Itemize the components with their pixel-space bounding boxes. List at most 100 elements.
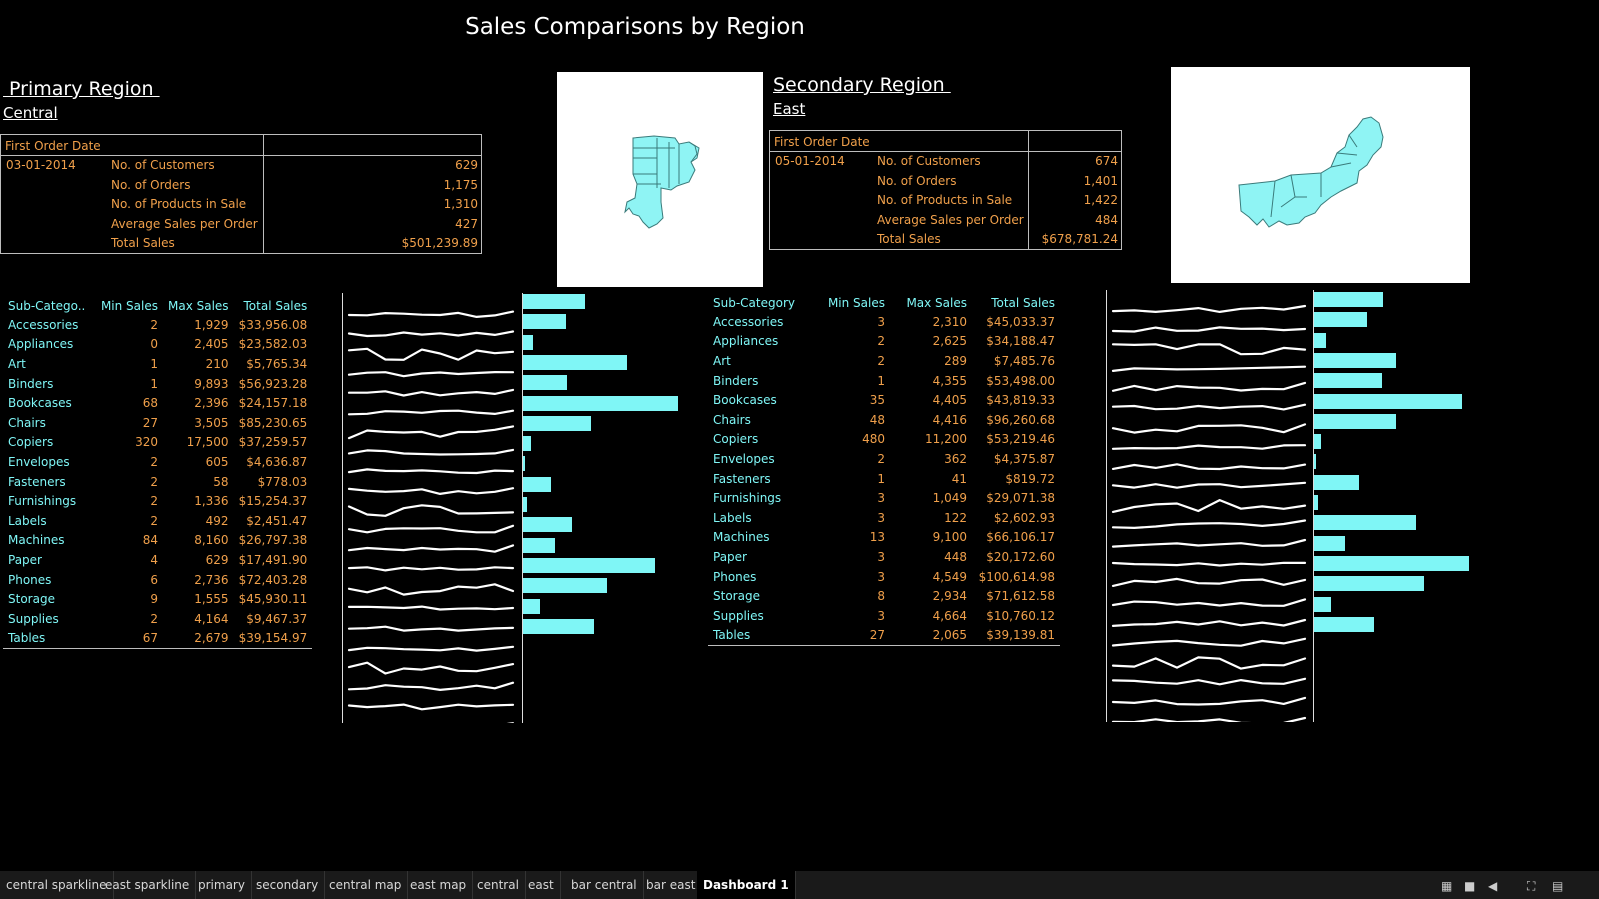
column-header[interactable]: Total Sales [243, 298, 308, 313]
sales-bar[interactable] [1314, 352, 1397, 368]
table-row[interactable]: Paper 3 448 $20,172.60 [708, 547, 1060, 567]
value-cell: 2 [150, 454, 158, 469]
sales-bar[interactable] [1314, 413, 1396, 429]
sales-bar[interactable] [1314, 312, 1367, 328]
primary-metric-label: No. of Products in Sale [111, 197, 247, 212]
sales-bar[interactable] [1314, 332, 1326, 348]
sales-bar[interactable] [523, 598, 541, 614]
primary-region-name[interactable]: Central [3, 104, 58, 122]
column-header[interactable]: Max Sales [906, 295, 967, 310]
table-row[interactable]: Labels 3 122 $2,602.93 [708, 508, 1060, 528]
sales-bar[interactable] [523, 314, 566, 330]
sheet-tab[interactable]: east map [404, 871, 474, 899]
table-row[interactable]: Tables 67 2,679 $39,154.97 [3, 628, 313, 650]
sales-bar[interactable] [1314, 576, 1425, 592]
fullscreen-icon[interactable]: ⛶ [1527, 879, 1536, 893]
table-row[interactable]: Chairs 48 4,416 $96,260.68 [708, 410, 1060, 430]
sales-bar[interactable] [1314, 292, 1384, 307]
table-row[interactable]: Storage 9 1,555 $45,930.11 [3, 589, 312, 609]
table-row[interactable]: Appliances 0 2,405 $23,582.03 [3, 335, 312, 355]
table-row[interactable]: Envelopes 2 605 $4,636.87 [3, 452, 312, 472]
sheet-tab[interactable]: east sparkline [99, 871, 197, 899]
table-row[interactable]: Storage 8 2,934 $71,612.58 [708, 586, 1060, 606]
table-row[interactable]: Phones 3 4,549 $100,614.98 [708, 567, 1060, 587]
sheet-tab[interactable]: Dashboard 1 [697, 871, 796, 899]
sales-bar[interactable] [523, 618, 595, 634]
table-row[interactable]: Envelopes 2 362 $4,375.87 [708, 449, 1060, 469]
table-row[interactable]: Copiers 480 11,200 $53,219.46 [708, 430, 1060, 450]
presentation-icon[interactable]: ▤ [1552, 879, 1564, 893]
sheet-tab[interactable]: primary [192, 871, 252, 899]
table-row[interactable]: Art 2 289 $7,485.76 [708, 351, 1060, 371]
table-row[interactable]: Labels 2 492 $2,451.47 [3, 511, 312, 531]
sheet-tab[interactable]: bar central [565, 871, 644, 899]
sales-bar[interactable] [523, 334, 534, 350]
sales-bar[interactable] [1314, 495, 1318, 510]
table-row[interactable]: Art 1 210 $5,765.34 [3, 354, 312, 374]
table-row[interactable]: Appliances 2 2,625 $34,188.47 [708, 332, 1060, 352]
table-row[interactable]: Accessories 2 1,929 $33,956.08 [3, 315, 312, 335]
table-row[interactable]: Supplies 2 4,164 $9,467.37 [3, 609, 312, 629]
sheet-tab[interactable]: central sparkline [0, 871, 114, 899]
table-row[interactable]: Furnishings 2 1,336 $15,254.37 [3, 491, 312, 511]
table-row[interactable]: Supplies 3 4,664 $10,760.12 [708, 606, 1060, 626]
table-row[interactable]: Binders 1 9,893 $56,923.28 [3, 374, 312, 394]
table-row[interactable]: Bookcases 35 4,405 $43,819.33 [708, 390, 1060, 410]
table-row[interactable]: Accessories 3 2,310 $45,033.37 [708, 312, 1060, 332]
east-region-map[interactable] [1171, 67, 1470, 283]
table-row[interactable]: Binders 1 4,355 $53,498.00 [708, 371, 1060, 391]
sales-bar[interactable] [523, 476, 551, 492]
table-row[interactable]: Copiers 320 17,500 $37,259.57 [3, 433, 312, 453]
column-header[interactable]: Total Sales [991, 295, 1055, 310]
secondary-region-name[interactable]: East [773, 100, 806, 118]
sales-bar[interactable] [523, 497, 528, 512]
column-header[interactable]: Min Sales [100, 298, 158, 313]
central-region-map[interactable] [557, 72, 763, 287]
sales-bar[interactable] [523, 537, 555, 553]
sales-bar[interactable] [523, 456, 525, 472]
sales-bar[interactable] [523, 578, 607, 594]
sheet-tab[interactable]: central [471, 871, 526, 899]
table-row[interactable]: Machines 13 9,100 $66,106.17 [708, 528, 1060, 548]
table-row[interactable]: Tables 27 2,065 $39,139.81 [708, 625, 1060, 647]
sales-bar[interactable] [523, 517, 572, 533]
sales-bar[interactable] [523, 354, 627, 370]
column-header[interactable]: Max Sales [168, 298, 229, 313]
sheet-tab[interactable]: east [522, 871, 561, 899]
sparkline [1111, 618, 1307, 627]
sales-bar[interactable] [523, 436, 532, 452]
sales-bar[interactable] [523, 557, 655, 573]
table-row[interactable]: Fasteners 2 58 $778.03 [3, 472, 312, 492]
sales-bar[interactable] [1314, 474, 1359, 490]
sales-bar[interactable] [1314, 555, 1469, 571]
sales-bar[interactable] [523, 375, 567, 391]
sheet-tab[interactable]: bar east [640, 871, 703, 899]
sales-bar[interactable] [1314, 616, 1375, 632]
sheet-tab[interactable]: secondary [250, 871, 326, 899]
sales-bar[interactable] [1314, 373, 1382, 389]
sales-bar[interactable] [1314, 454, 1316, 470]
primary-metric-value: 1,310 [443, 197, 478, 212]
filmstrip-icon[interactable]: ■ [1464, 879, 1476, 893]
sales-bar[interactable] [1314, 393, 1463, 409]
table-row[interactable]: Furnishings 3 1,049 $29,071.38 [708, 488, 1060, 508]
prev-sheet-icon[interactable]: ◀ [1488, 879, 1498, 893]
grid-view-icon[interactable]: ▦ [1441, 879, 1453, 893]
table-row[interactable]: Phones 6 2,736 $72,403.28 [3, 570, 312, 590]
sheet-tab[interactable]: central map [323, 871, 409, 899]
table-row[interactable]: Machines 84 8,160 $26,797.38 [3, 531, 312, 551]
table-row[interactable]: Paper 4 629 $17,491.90 [3, 550, 312, 570]
sales-bar[interactable] [1314, 535, 1346, 551]
column-header[interactable]: Sub-Catego.. [8, 298, 86, 313]
table-row[interactable]: Fasteners 1 41 $819.72 [708, 469, 1060, 489]
table-row[interactable]: Chairs 27 3,505 $85,230.65 [3, 413, 312, 433]
sales-bar[interactable] [523, 294, 585, 309]
sales-bar[interactable] [1314, 515, 1416, 531]
sales-bar[interactable] [523, 395, 678, 411]
column-header[interactable]: Min Sales [827, 295, 885, 310]
column-header[interactable]: Sub-Category [713, 295, 795, 310]
table-row[interactable]: Bookcases 68 2,396 $24,157.18 [3, 393, 312, 413]
sales-bar[interactable] [523, 415, 591, 431]
sales-bar[interactable] [1314, 596, 1331, 612]
sales-bar[interactable] [1314, 434, 1321, 450]
